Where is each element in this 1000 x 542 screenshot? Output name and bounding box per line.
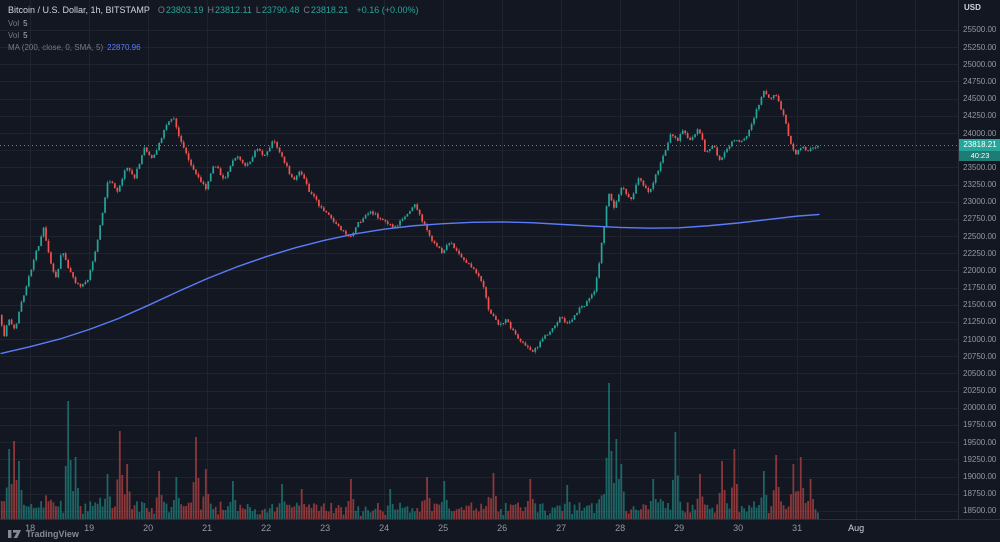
price-axis-label: 22750.00 [963, 214, 997, 224]
bar-countdown: 40:23 [959, 151, 1000, 161]
price-axis-label: 20750.00 [963, 351, 997, 361]
price-chart-canvas[interactable] [0, 0, 958, 519]
time-axis-label: 26 [497, 523, 508, 533]
volume-value: 5 [23, 31, 28, 41]
price-axis-label: 21000.00 [963, 334, 997, 344]
ohlc-key: H [207, 5, 214, 15]
tradingview-logo-icon [8, 530, 21, 538]
price-axis-label: 21750.00 [963, 283, 997, 293]
price-axis-label: 19250.00 [963, 454, 997, 464]
price-axis-label: 20500.00 [963, 368, 997, 378]
time-axis-label: 19 [84, 523, 95, 533]
symbol-legend-row[interactable]: Bitcoin / U.S. Dollar, 1h, BITSTAMP O 238… [8, 5, 418, 17]
ohlc-key: O [157, 5, 165, 15]
volume-label: Vol [8, 18, 20, 28]
price-axis-label: 25250.00 [963, 42, 997, 52]
time-axis-label: 22 [261, 523, 272, 533]
price-axis-label: 22500.00 [963, 231, 997, 241]
time-axis-label: 31 [792, 523, 803, 533]
price-axis-label: 24250.00 [963, 111, 997, 121]
ohlc-value: 23812.11 [214, 5, 252, 15]
price-axis-label: 23500.00 [963, 162, 997, 172]
chart-pane[interactable]: Bitcoin / U.S. Dollar, 1h, BITSTAMP O 238… [0, 0, 958, 519]
price-axis-label: 24500.00 [963, 94, 997, 104]
price-axis-label: 19500.00 [963, 437, 997, 447]
price-axis-label: 21250.00 [963, 317, 997, 327]
ohlc-key: L [255, 5, 261, 15]
last-price-value: 23818.21 [959, 139, 1000, 151]
ma-legend-row[interactable]: MA (200, close, 0, SMA, 5) 22870.96 [8, 43, 418, 53]
currency-label[interactable]: USD [964, 3, 981, 12]
price-axis-label: 19750.00 [963, 420, 997, 430]
ohlc-value: 23818.21 [310, 5, 349, 15]
last-price-badge: 23818.21 40:23 [959, 139, 1000, 161]
price-axis-label: 22000.00 [963, 265, 997, 275]
time-axis-label: 18 [25, 523, 36, 533]
ohlc-value: 23803.19 [165, 5, 204, 15]
time-axis-label: 28 [615, 523, 626, 533]
price-axis-label: 20250.00 [963, 386, 997, 396]
price-axis-label: 24000.00 [963, 128, 997, 138]
ohlc-key: C [303, 5, 310, 15]
time-axis-label: 27 [556, 523, 567, 533]
volume-label: Vol [8, 31, 20, 41]
tradingview-logo-text: TradingView [26, 529, 79, 539]
ohlc-value: 23790.48 [261, 5, 300, 15]
tradingview-logo[interactable]: TradingView [8, 528, 79, 540]
time-axis[interactable]: TradingView 18 19 20 21 22 23 24 25 26 27 28 29 30 31… [0, 519, 1000, 542]
time-axis-label: 30 [733, 523, 744, 533]
symbol-title[interactable]: Bitcoin / U.S. Dollar, 1h, BITSTAMP [8, 5, 150, 15]
price-axis-label: 23250.00 [963, 180, 997, 190]
ma-value: 22870.96 [107, 43, 141, 53]
volume-legend-row-1[interactable]: Vol 5 [8, 19, 418, 29]
price-axis-label: 23000.00 [963, 197, 997, 207]
price-axis[interactable]: USD 23818.21 40:23 25500.00 25250.00 25000… [958, 0, 1000, 519]
price-axis-label: 18750.00 [963, 489, 997, 499]
price-axis-label: 21500.00 [963, 300, 997, 310]
time-axis-label: 23 [320, 523, 331, 533]
time-axis-label: Aug [848, 523, 865, 533]
price-axis-label: 24750.00 [963, 76, 997, 86]
time-axis-label: 25 [438, 523, 449, 533]
time-axis-label: 21 [202, 523, 213, 533]
price-axis-label: 25500.00 [963, 25, 997, 35]
time-axis-label: 29 [674, 523, 685, 533]
ohlc-values: O 23803.19 H 23812.11 L 23790.48 C 23818.21 [154, 5, 349, 17]
price-axis-label: 25000.00 [963, 59, 997, 69]
price-axis-label: 18500.00 [963, 506, 997, 516]
price-axis-label: 22250.00 [963, 248, 997, 258]
price-axis-label: 20000.00 [963, 403, 997, 413]
price-axis-label: 19000.00 [963, 472, 997, 481]
ma-label: MA (200, close, 0, SMA, 5) [8, 43, 104, 53]
price-change: +0.16 (+0.00%) [356, 5, 419, 15]
legend: Bitcoin / U.S. Dollar, 1h, BITSTAMP O 238… [8, 5, 418, 54]
volume-legend-row-2[interactable]: Vol 5 [8, 31, 418, 41]
volume-value: 5 [23, 18, 28, 28]
time-axis-label: 24 [379, 523, 390, 533]
time-axis-label: 20 [143, 523, 154, 533]
